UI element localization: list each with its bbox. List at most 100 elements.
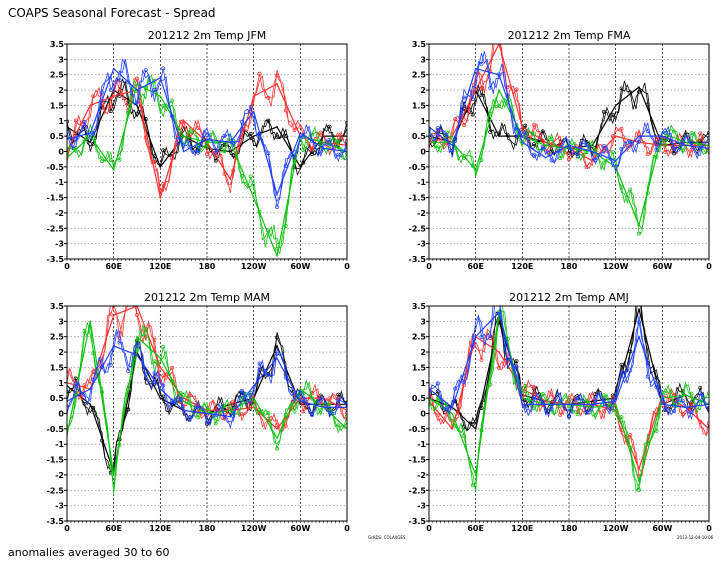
x-tick-label: 60E (105, 262, 122, 271)
series-marker-green (275, 446, 279, 451)
series-marker-black (301, 160, 306, 165)
y-tick-label: 2.5 (412, 333, 427, 342)
data-point-blue (614, 400, 617, 403)
panel-jfm: 201212 2m Temp JFM -3.5 -3 -2.5 -2 -1.5 -1 -0.5… (47, 29, 351, 271)
series-marker-black (143, 116, 148, 121)
y-tick-label: 3 (58, 317, 64, 326)
x-tick-label: 0 (344, 262, 350, 271)
series-marker-black (610, 112, 615, 117)
data-point-green (112, 474, 115, 476)
series-marker-blue (231, 414, 236, 419)
y-tick-label: -0.5 (47, 425, 65, 434)
data-point-black (614, 104, 617, 107)
y-tick-label: 2 (420, 86, 426, 95)
series-marker-green (301, 147, 306, 152)
series-marker-black (470, 112, 475, 117)
data-point-red (89, 104, 92, 107)
data-point-green (89, 320, 92, 323)
series-marker-green (637, 487, 641, 492)
series-marker-green (310, 132, 314, 137)
y-tick-label: 0 (420, 410, 426, 419)
series-marker-blue (549, 407, 554, 411)
panel-title: 201212 2m Temp JFM (148, 29, 267, 42)
data-point-blue (206, 138, 208, 141)
y-tick-label: -0.5 (409, 163, 427, 172)
series-marker-blue (108, 87, 113, 92)
data-point-blue (684, 144, 687, 147)
data-point-blue (299, 132, 302, 134)
series-marker-blue (567, 414, 571, 419)
series-marker-red (127, 302, 130, 305)
series-marker-green (488, 382, 493, 387)
data-point-blue (451, 144, 454, 147)
series-marker-blue (161, 66, 166, 71)
series-marker-blue (549, 158, 554, 163)
x-tick-label: 0 (426, 524, 432, 533)
series-marker-red (135, 76, 139, 81)
x-tick-label: 60E (105, 524, 122, 533)
series-marker-blue (100, 90, 104, 95)
data-point-blue (568, 144, 570, 147)
series-marker-blue (82, 392, 87, 397)
x-tick-label: 180 (561, 262, 578, 271)
grads-credit: GrADS: COLA/IGES (368, 535, 406, 540)
series-marker-blue (470, 344, 475, 348)
series-marker-green (240, 173, 244, 178)
y-tick-label: -1 (417, 178, 426, 187)
series-marker-blue (707, 136, 709, 141)
series-line-blue (67, 59, 347, 203)
series-marker-green (82, 137, 87, 142)
series-marker-blue (336, 152, 341, 157)
data-point-red (591, 159, 594, 162)
series-marker-red (619, 126, 624, 131)
data-point-green (614, 166, 617, 168)
data-point-blue (276, 193, 278, 196)
y-tick-label: 2.5 (50, 333, 65, 342)
series-marker-red (170, 365, 174, 370)
series-marker-blue (575, 397, 580, 402)
series-marker-blue (523, 130, 528, 135)
series-marker-blue (532, 152, 536, 157)
data-point-blue (521, 141, 524, 144)
plot-frame (66, 43, 348, 260)
data-point-blue (182, 150, 185, 153)
data-point-green (544, 144, 547, 147)
data-point-green (159, 357, 162, 360)
data-point-blue (136, 89, 138, 91)
series-marker-green (222, 404, 227, 408)
series-marker-green (108, 464, 113, 469)
y-tick-label: 0.5 (50, 132, 65, 141)
series-marker-blue (514, 126, 519, 131)
data-point-black (591, 400, 594, 403)
panel-title: 201212 2m Temp FMA (508, 29, 631, 42)
y-tick-label: 3.5 (412, 40, 427, 49)
series-marker-red (231, 168, 236, 173)
series-marker-black (73, 376, 78, 381)
series-marker-green (663, 391, 668, 396)
x-tick-label: 180 (561, 524, 578, 533)
series-line-blue (429, 306, 709, 421)
y-tick-label: -3.5 (47, 255, 65, 264)
series-marker-blue (196, 150, 201, 155)
data-point-blue (474, 335, 477, 338)
data-point-red (638, 467, 640, 470)
series-marker-red (707, 421, 709, 426)
data-point-blue (229, 415, 232, 418)
data-point-red (544, 400, 547, 403)
y-tick-label: -2.5 (47, 486, 65, 495)
series-marker-black (637, 290, 640, 293)
data-point-green (474, 474, 477, 476)
plot-frame (428, 43, 710, 260)
series-marker-blue (318, 396, 323, 401)
series-marker-blue (240, 388, 244, 393)
data-point-green (498, 89, 500, 91)
series-marker-blue (497, 299, 500, 302)
data-point-blue (112, 67, 115, 70)
y-tick-label: 2.5 (412, 71, 427, 80)
series-group (429, 44, 709, 236)
data-point-red (614, 135, 617, 137)
series-marker-blue (462, 95, 466, 100)
series-marker-red (610, 396, 615, 401)
series-marker-red (170, 156, 174, 161)
